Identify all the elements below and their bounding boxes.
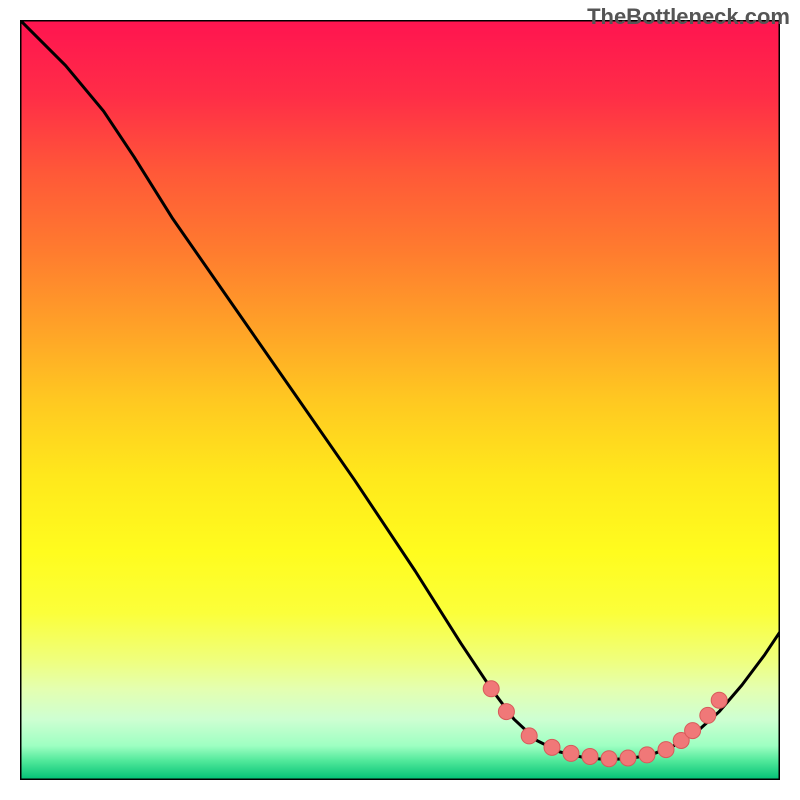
marker-dot (498, 704, 514, 720)
marker-dot (582, 748, 598, 764)
marker-dot (483, 681, 499, 697)
marker-dot (658, 742, 674, 758)
chart-svg (20, 20, 780, 780)
marker-dot (601, 751, 617, 767)
source-watermark: TheBottleneck.com (587, 4, 790, 30)
marker-dot (685, 723, 701, 739)
chart-container: TheBottleneck.com (0, 0, 800, 800)
marker-dot (544, 739, 560, 755)
marker-dot (521, 728, 537, 744)
plot-area (20, 20, 780, 780)
marker-dot (639, 747, 655, 763)
gradient-rect (20, 20, 780, 780)
marker-dot (711, 692, 727, 708)
marker-dot (620, 750, 636, 766)
marker-dot (700, 707, 716, 723)
marker-dot (563, 745, 579, 761)
